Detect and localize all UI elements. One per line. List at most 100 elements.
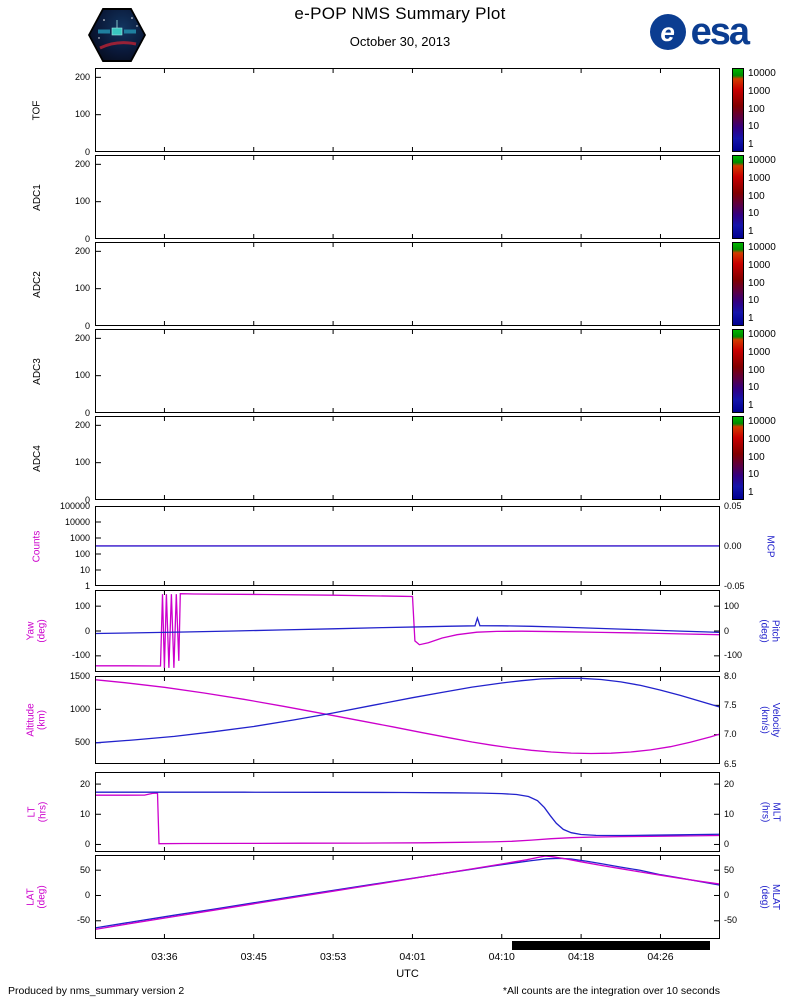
lt-mlt-plot [95,772,720,852]
plot-frame [95,855,720,939]
lat-mlat-series-group [96,856,719,930]
adc4-colorbar-label: 1000 [748,433,771,445]
adc3-colorbar-label: 100 [748,364,765,376]
adc1-colorbar-label: 1 [748,226,754,237]
series-velocity [96,677,719,744]
panel-adc2: 200 100 0 ADC2 10000 1000 100 10 1 [0,242,800,331]
series-yaw [96,593,719,668]
altitude-velocity-left-tick-label: 1500 [69,670,90,681]
plot-panels: 200 100 0 TOF 10000 1000 100 10 1 200 100 0 ADC1 1000… [0,68,800,939]
adc3-left-tick-label: 200 [74,332,90,343]
panel-counts-mcp: 100000 10000 1000 100 10 1 0.05 0.00 -0.05 Counts… [0,501,800,591]
adc1-left-tick-label: 200 [74,158,90,169]
counts-mcp-right-tick-label: 0.00 [724,540,742,551]
page-title: e-POP NMS Summary Plot [294,4,506,23]
yaw-pitch-left-tick-label: 100 [74,600,90,611]
tof-left-tick-label: 0 [84,146,90,157]
yaw-pitch-right-tick-label: -100 [724,650,743,661]
lt-mlt-right-tick-label: 0 [724,838,730,849]
plot-frame [95,590,720,672]
lt-mlt-right-tick-label: 10 [724,808,735,819]
adc3-colorbar-label: 1000 [748,346,771,358]
lat-mlat-right-tick-label: 50 [724,864,735,875]
plot-frame [95,772,720,852]
series-pitch [96,615,719,635]
counts-mcp-left-tick-label: 1 [84,580,90,591]
adc1-left-tick-label: 0 [84,233,90,244]
lt-mlt-left-tick-label: 20 [79,778,90,789]
plot-frame [95,155,720,239]
adc2-colorbar-label: 10 [748,295,760,307]
tof-colorbar-label: 1 [748,139,754,150]
adc2-colorbar-label: 10000 [748,242,776,253]
adc4-colorbar-label: 100 [748,451,765,463]
adc4-colorbar-label: 1 [748,487,754,498]
plot-frame [95,676,720,764]
adc3-colorbar-label: 10 [748,382,760,394]
tof-plot [95,68,720,152]
esa-globe-icon: e [649,14,686,50]
adc3-plot [95,329,720,413]
counts-mcp-right-tick-label: 0.05 [724,500,742,511]
lat-mlat-right-tick-label: 0 [724,889,730,900]
axis-title-text: Pitch (deg) [759,619,781,642]
adc1-plot [95,155,720,239]
adc1-colorbar-label: 1000 [748,172,771,184]
lat-mlat-plot [95,855,720,939]
page-footer: Produced by nms_summary version 2 *All c… [0,985,800,1000]
adc3-colorbar-label: 10000 [748,329,776,340]
adc2-left-tick-label: 200 [74,245,90,256]
esa-logo: e esa [649,13,750,51]
axis-title-line: MCP [764,534,776,558]
axis-title-line: Velocity [770,702,781,738]
tof-colorbar-label: 1000 [748,85,771,97]
x-tick-label: 04:01 [399,951,426,963]
counts-mcp-plot [95,506,720,586]
panel-altitude-velocity: 1500 1000 500 8.0 7.5 7.0 6.5 Altitude (km) Veloc… [0,671,800,769]
panel-adc3: 200 100 0 ADC3 10000 1000 100 10 1 [0,329,800,418]
yaw-pitch-right-axis-title: Pitch (deg) [748,590,792,672]
adc1-colorbar-label: 100 [748,190,765,202]
counts-mcp-right-tick-label: -0.05 [724,580,745,591]
panel-lt-mlt: 20 10 0 20 10 0 LT (hrs) MLT (hrs) [0,772,800,852]
adc2-colorbar-label: 1 [748,313,754,324]
axis-title-text: MLAT (deg) [759,884,781,910]
adc3-left-tick-label: 100 [74,370,90,381]
adc2-left-tick-label: 0 [84,320,90,331]
axis-title-text: Velocity (km/s) [759,703,781,737]
axis-title-line: (deg) [758,619,770,643]
tof-left-tick-label: 200 [74,71,90,82]
altitude-velocity-left-tick-label: 1000 [69,703,90,714]
adc2-colorbar [732,242,744,326]
counts-mcp-left-tick-label: 10000 [64,516,90,527]
altitude-velocity-plot [95,676,720,764]
series-altitude [96,679,719,755]
axis-title-text: MCP [764,535,775,557]
adc4-left-tick-label: 200 [74,419,90,430]
footer-counts-note: *All counts are the integration over 10 … [502,985,720,997]
yaw-pitch-right-tick-label: 0 [724,625,730,636]
panel-tof: 200 100 0 TOF 10000 1000 100 10 1 [0,68,800,157]
adc2-colorbar-label: 100 [748,277,765,289]
panel-lat-mlat: 50 0 -50 50 0 -50 LAT (deg) MLAT (deg) [0,855,800,939]
series-mlt [96,791,719,837]
adc4-left-tick-label: 100 [74,457,90,468]
axis-title-line: (km/s) [759,706,770,734]
adc3-left-tick-label: 0 [84,407,90,418]
data-coverage-bar [511,941,711,950]
counts-mcp-left-tick-label: 1000 [69,532,90,543]
footer-version-note: Produced by nms_summary version 2 [8,985,185,997]
adc1-left-tick-label: 100 [74,196,90,207]
x-axis-row: UTC 03:36 03:45 03:53 04:01 04:10 04:18 04:26 [0,939,800,985]
yaw-pitch-series-group [96,593,719,668]
satellite-icon [98,17,138,50]
lt-mlt-series-group [96,791,719,845]
yaw-pitch-left-tick-label: -100 [71,650,90,661]
lat-mlat-left-tick-label: 50 [79,864,90,875]
counts-mcp-left-tick-label: 100 [74,548,90,559]
x-tick-label: 04:26 [647,951,674,963]
yaw-pitch-left-tick-label: 0 [84,625,90,636]
altitude-velocity-right-axis-title: Velocity (km/s) [748,676,792,764]
axis-title-text: MLT (hrs) [759,802,781,823]
series-lat [96,856,719,930]
